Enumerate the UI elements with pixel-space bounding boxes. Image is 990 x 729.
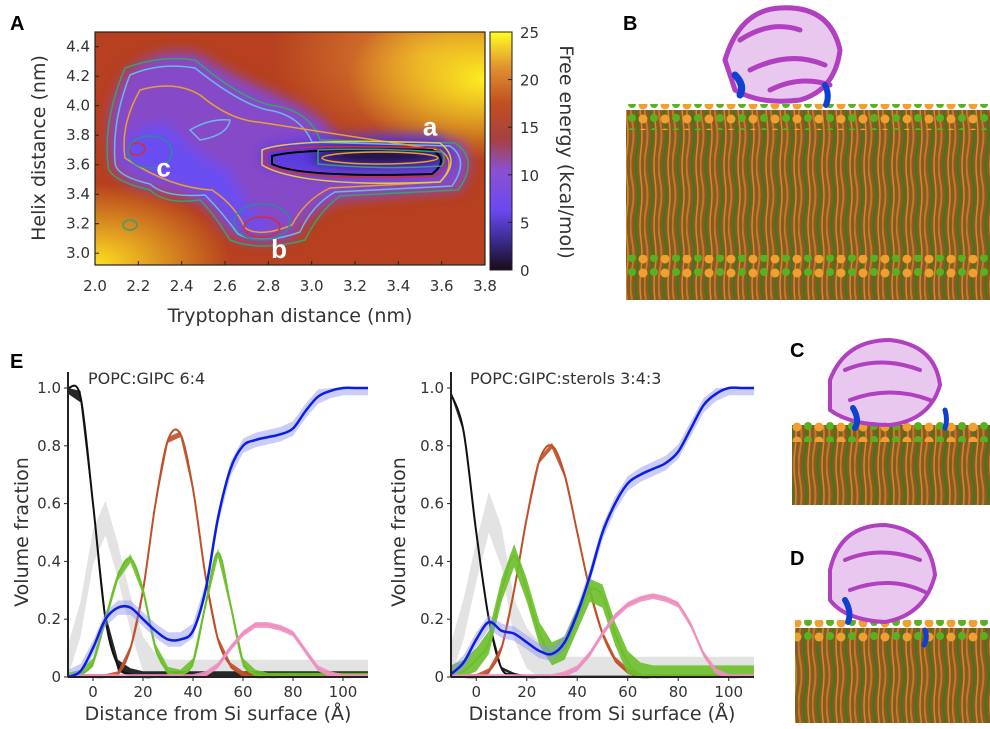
y-tick-label: 3.0: [66, 244, 90, 262]
y-tick-label: 0.6: [37, 495, 61, 513]
series-line: [67, 386, 368, 679]
x-tick-label: 80: [669, 683, 688, 701]
colorbar-label: Free energy (kcal/mol): [555, 45, 577, 259]
x-tick-label: 2.6: [213, 277, 237, 295]
series-line: [451, 444, 754, 679]
panel-label-c: C: [790, 340, 804, 362]
y-tick-label: 0.2: [37, 610, 61, 628]
series-band: [451, 492, 754, 677]
heatmap-y-axis-label: Helix distance (nm): [28, 55, 50, 241]
membrane-render-c: [792, 337, 990, 505]
y-tick-label: 0: [51, 668, 61, 686]
x-tick-label: 0: [471, 683, 481, 701]
state-label-b: b: [271, 234, 287, 264]
y-tick-label: 4.2: [66, 67, 90, 85]
colorbar-tick-label: 10: [520, 167, 539, 185]
series-5: [450, 386, 754, 677]
x-axis-label: Distance from Si surface (Å): [469, 702, 736, 725]
x-tick-label: 2.2: [126, 277, 150, 295]
y-tick-label: 0.8: [420, 437, 444, 455]
x-tick-label: 100: [714, 683, 743, 701]
x-tick-label: 2.8: [256, 277, 280, 295]
y-tick-label: 1.0: [37, 379, 61, 397]
upper-headgroups: [626, 104, 990, 130]
x-tick-label: 40: [568, 683, 587, 701]
colorbar-tick-label: 20: [520, 72, 539, 90]
heatmap-x-axis-label: Tryptophan distance (nm): [167, 305, 413, 327]
x-tick-label: 3.8: [473, 277, 497, 295]
state-label-a: a: [423, 111, 438, 141]
lower-headgroups: [626, 255, 990, 281]
y-tick-label: 3.2: [66, 215, 90, 233]
x-tick-label: 80: [283, 683, 302, 701]
x-axis-label: Distance from Si surface (Å): [85, 702, 352, 725]
heatmap-frame: [94, 31, 486, 266]
series-line: [450, 386, 754, 676]
series-0: [68, 500, 368, 677]
y-tick-label: 3.6: [66, 156, 90, 174]
heatmap-y-ticks: 3.0 3.2 3.4 3.6 3.8 4.0 4.2 4.4: [66, 38, 99, 262]
y-tick-label: 0.4: [37, 552, 61, 570]
plot-title: POPC:GIPC:sterols 3:4:3: [470, 369, 661, 388]
x-tick-label: 20: [517, 683, 536, 701]
series-band: [68, 622, 368, 677]
colorbar-tick-label: 15: [520, 119, 539, 137]
y-axis-label: Volume fraction: [11, 457, 33, 607]
state-label-c: c: [156, 153, 170, 183]
energy-contours: [106, 57, 469, 247]
protein-b: [722, 5, 843, 108]
x-tick-label: 0: [88, 683, 98, 701]
x-tick-label: 3.6: [430, 277, 454, 295]
series-5: [67, 386, 368, 679]
x-tick-label: 60: [233, 683, 252, 701]
x-tick-label: 20: [133, 683, 152, 701]
colorbar-ticks: 0 5 10 15 20 25: [508, 24, 539, 280]
y-tick-label: 4.0: [66, 97, 90, 115]
y-axis-label: Volume fraction: [388, 457, 410, 607]
volume-fraction-plot-popc-gipc: POPC:GIPC 6:4 Distance from Si surface (…: [11, 369, 368, 725]
x-tick-label: 2.0: [83, 277, 107, 295]
series-2: [451, 442, 754, 679]
panel-label-a: A: [10, 13, 24, 35]
free-energy-heatmap: a b c 2.0 2.2 2.4 2.6 2.8 3.0 3.2 3.4 3.6 3.8 3.0…: [28, 24, 577, 327]
x-tick-label: 40: [183, 683, 202, 701]
y-tick-label: 0.4: [420, 552, 444, 570]
series-band: [451, 442, 754, 677]
colorbar-tick-label: 0: [520, 262, 530, 280]
membrane-render-b: [626, 5, 990, 300]
x-tick-label: 3.4: [386, 277, 410, 295]
x-tick-label: 2.4: [170, 277, 194, 295]
colorbar-tick-label: 25: [520, 24, 539, 42]
y-tick-label: 0.8: [37, 437, 61, 455]
plot-title: POPC:GIPC 6:4: [88, 369, 205, 388]
x-tick-label: 100: [329, 683, 358, 701]
series-band: [68, 500, 368, 677]
series-band: [451, 544, 754, 677]
y-tick-label: 4.4: [66, 38, 90, 56]
x-tick-label: 60: [618, 683, 637, 701]
panel-label-d: D: [790, 548, 804, 570]
series-0: [451, 492, 754, 677]
y-tick-label: 1.0: [420, 379, 444, 397]
volume-fraction-plot-popc-gipc-sterols: POPC:GIPC:sterols 3:4:3 Distance from Si…: [388, 369, 754, 725]
x-tick-label: 3.0: [300, 277, 324, 295]
membrane-render-d: [795, 522, 990, 723]
heatmap-x-ticks: 2.0 2.2 2.4 2.6 2.8 3.0 3.2 3.4 3.6 3.8: [83, 261, 497, 295]
y-tick-label: 0.6: [420, 495, 444, 513]
y-tick-label: 3.8: [66, 126, 90, 144]
y-tick-label: 0: [434, 668, 444, 686]
panel-label-b: B: [623, 13, 637, 35]
panel-label-e: E: [10, 351, 23, 373]
y-tick-label: 3.4: [66, 185, 90, 203]
colorbar: [489, 31, 513, 271]
x-tick-label: 3.2: [343, 277, 367, 295]
colorbar-tick-label: 5: [520, 214, 530, 232]
y-tick-label: 0.2: [420, 610, 444, 628]
